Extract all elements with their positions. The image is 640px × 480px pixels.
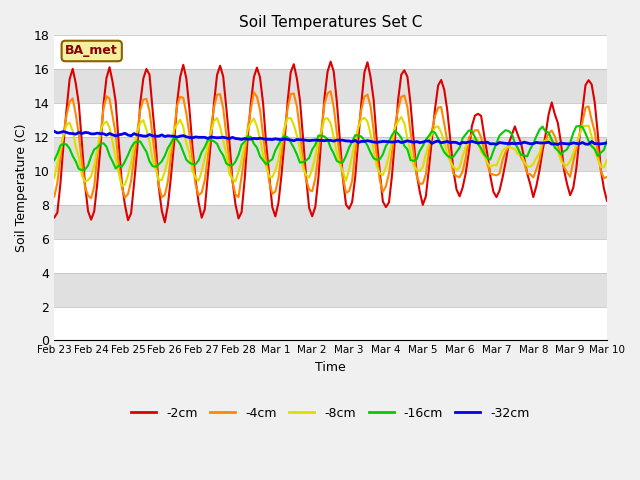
Bar: [54, 171, 607, 205]
Bar: [54, 273, 607, 307]
Bar: [54, 137, 607, 171]
X-axis label: Time: Time: [316, 361, 346, 374]
Title: Soil Temperatures Set C: Soil Temperatures Set C: [239, 15, 422, 30]
Bar: [54, 36, 607, 69]
Bar: [54, 205, 607, 239]
Y-axis label: Soil Temperature (C): Soil Temperature (C): [15, 124, 28, 252]
Bar: [54, 307, 607, 340]
Bar: [54, 103, 607, 137]
Legend: -2cm, -4cm, -8cm, -16cm, -32cm: -2cm, -4cm, -8cm, -16cm, -32cm: [127, 402, 535, 425]
Text: BA_met: BA_met: [65, 45, 118, 58]
Bar: [54, 239, 607, 273]
Bar: [54, 69, 607, 103]
